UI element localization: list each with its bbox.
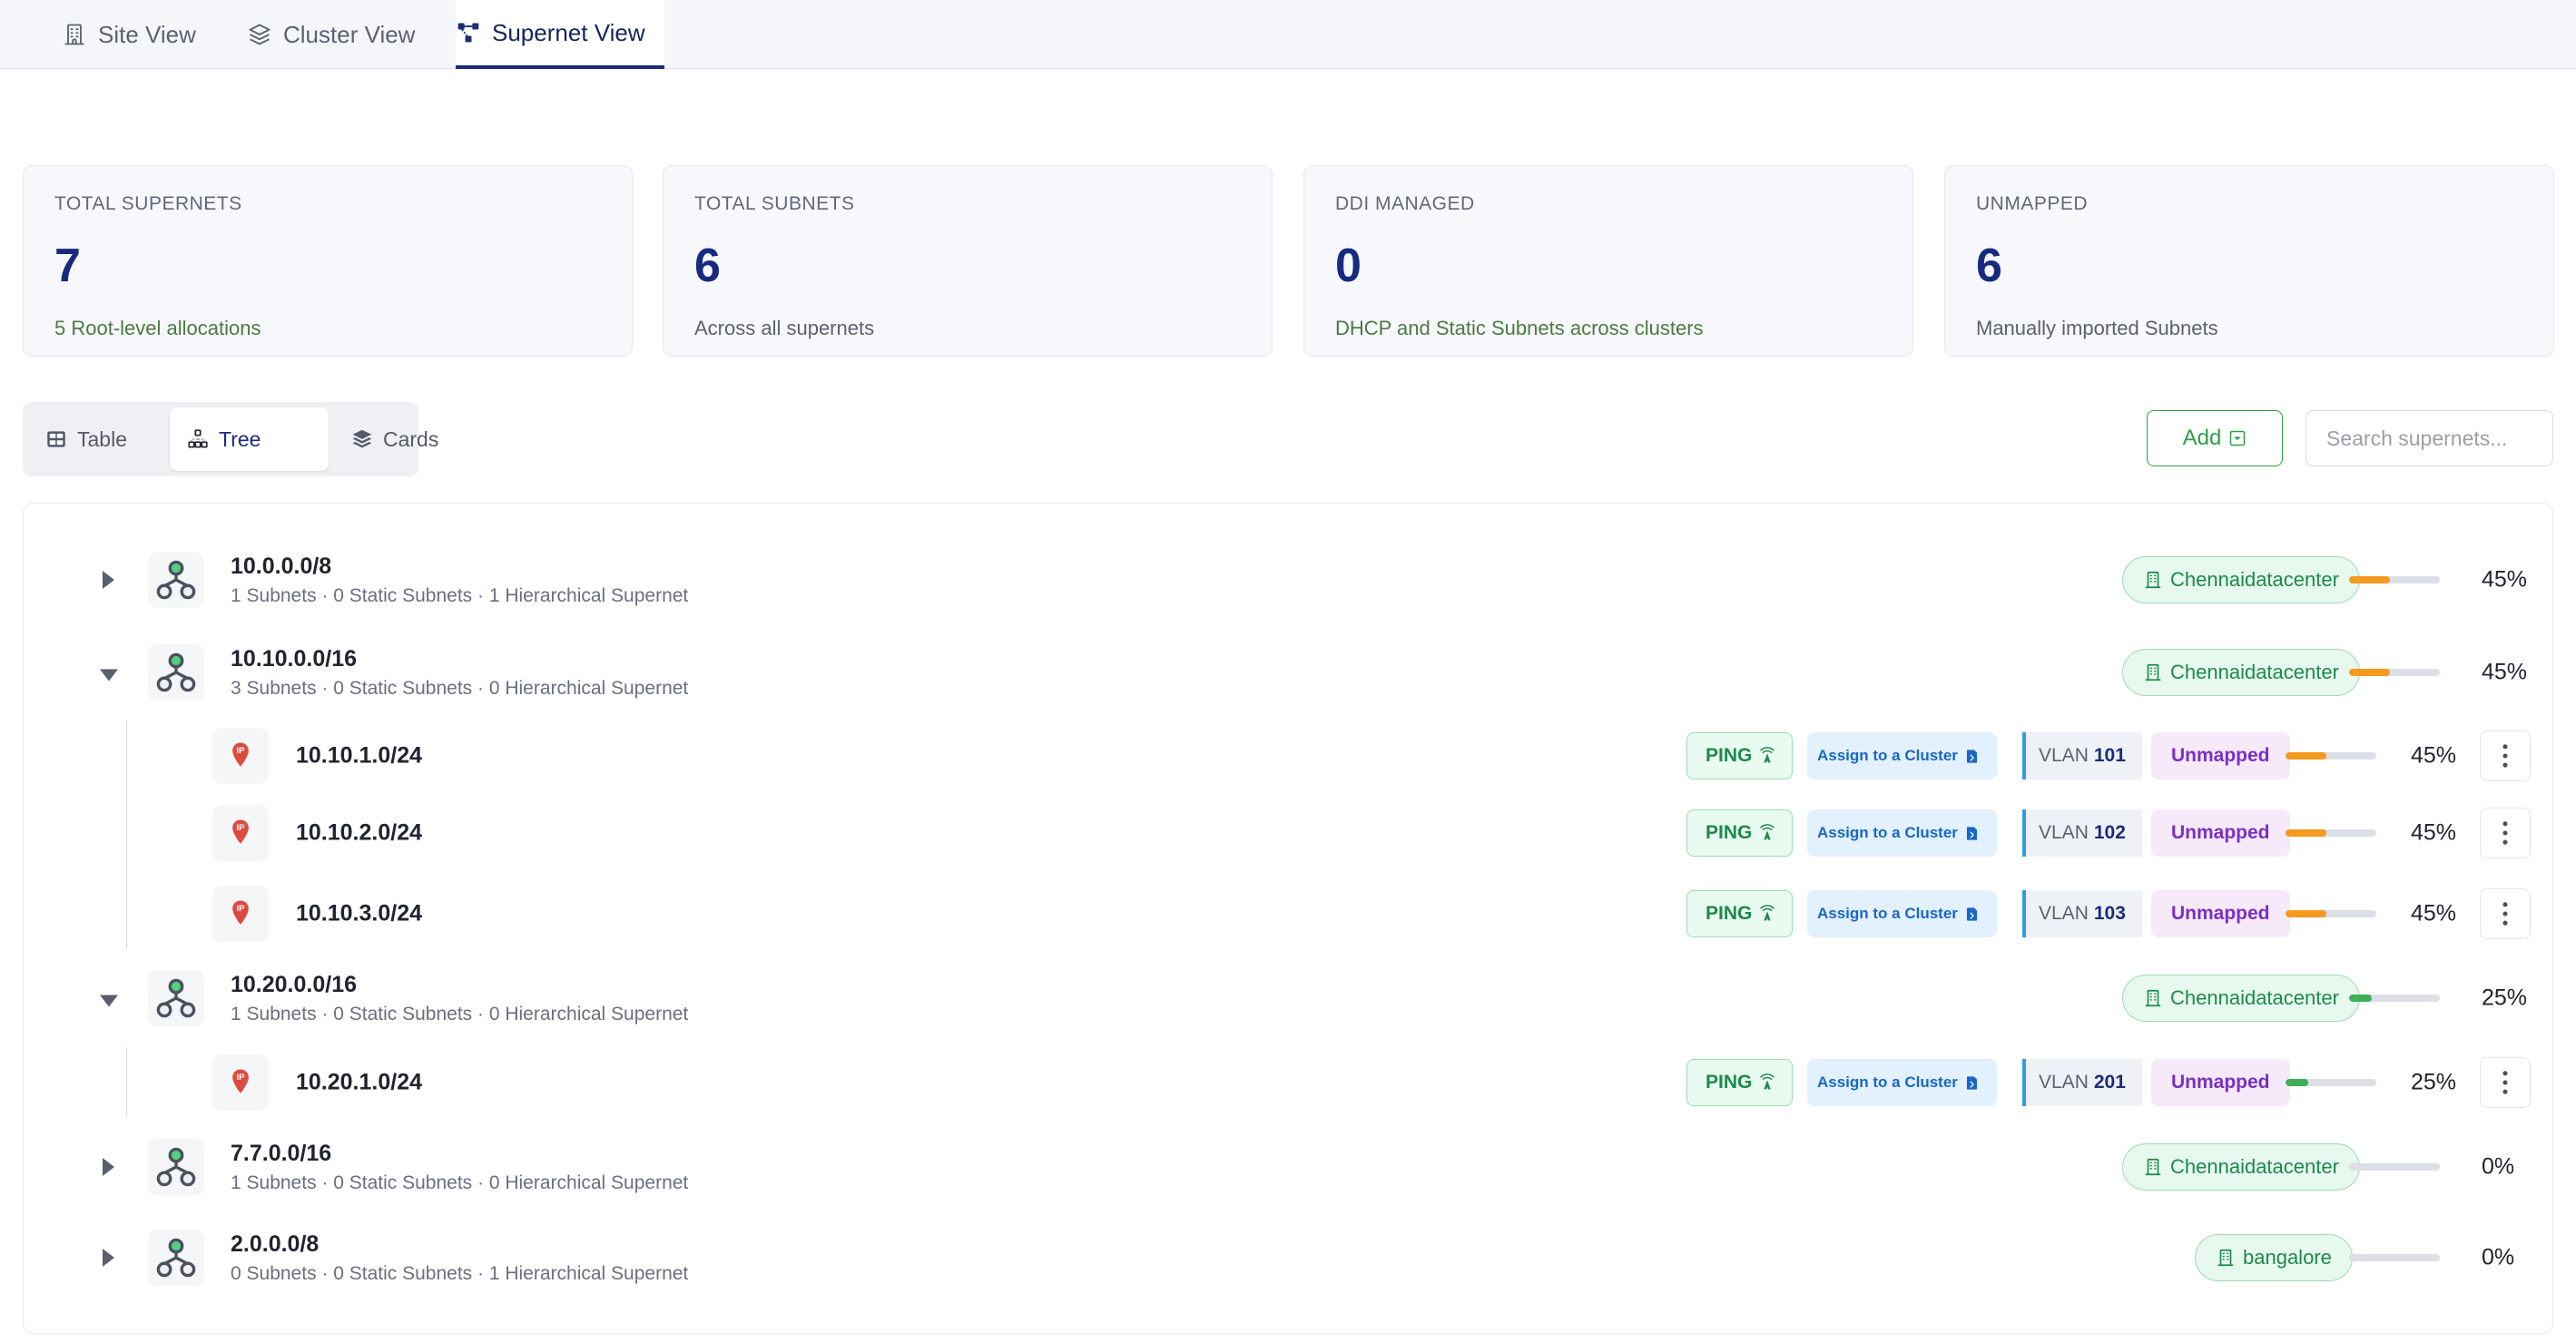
svg-text:IP: IP [236, 746, 245, 756]
svg-text:IP: IP [236, 904, 245, 914]
svg-text:IP: IP [236, 823, 245, 833]
svg-text:IP: IP [236, 1073, 245, 1083]
